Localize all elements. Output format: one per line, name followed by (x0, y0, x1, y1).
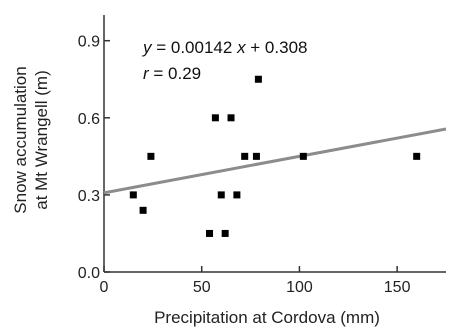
data-point (299, 152, 307, 160)
data-point (413, 152, 421, 160)
data-point (139, 206, 147, 214)
x-axis-title: Precipitation at Cordova (mm) (154, 308, 380, 327)
y-tick-label: 0.6 (78, 111, 100, 128)
y-tick-label: 0.0 (78, 265, 100, 282)
data-points (129, 75, 421, 237)
data-point (254, 75, 262, 83)
x-tick-label: 0 (100, 279, 109, 296)
data-point (217, 191, 225, 199)
data-point (129, 191, 137, 199)
data-point (221, 229, 229, 237)
y-axis-title-line2: at Mt Wrangell (m) (32, 70, 51, 210)
data-point (233, 191, 241, 199)
data-point (147, 152, 155, 160)
y-tick-label: 0.3 (78, 188, 100, 205)
x-tick-label: 150 (384, 279, 411, 296)
regression-line (103, 127, 447, 195)
data-point (206, 229, 214, 237)
ticks: 0 50 100 150 0.0 0.3 0.6 0.9 (78, 34, 411, 296)
data-point (241, 152, 249, 160)
x-tick-label: 100 (286, 279, 313, 296)
data-point (227, 114, 235, 122)
correlation-coefficient: r = 0.29 (143, 64, 201, 83)
axes (103, 15, 446, 273)
y-axis-title-line1: Snow accumulation (11, 66, 30, 213)
data-point (252, 152, 260, 160)
regression-equation: y = 0.00142 x + 0.308 (142, 38, 307, 57)
x-tick-label: 50 (193, 279, 211, 296)
data-point (211, 114, 219, 122)
y-tick-label: 0.9 (78, 34, 100, 51)
